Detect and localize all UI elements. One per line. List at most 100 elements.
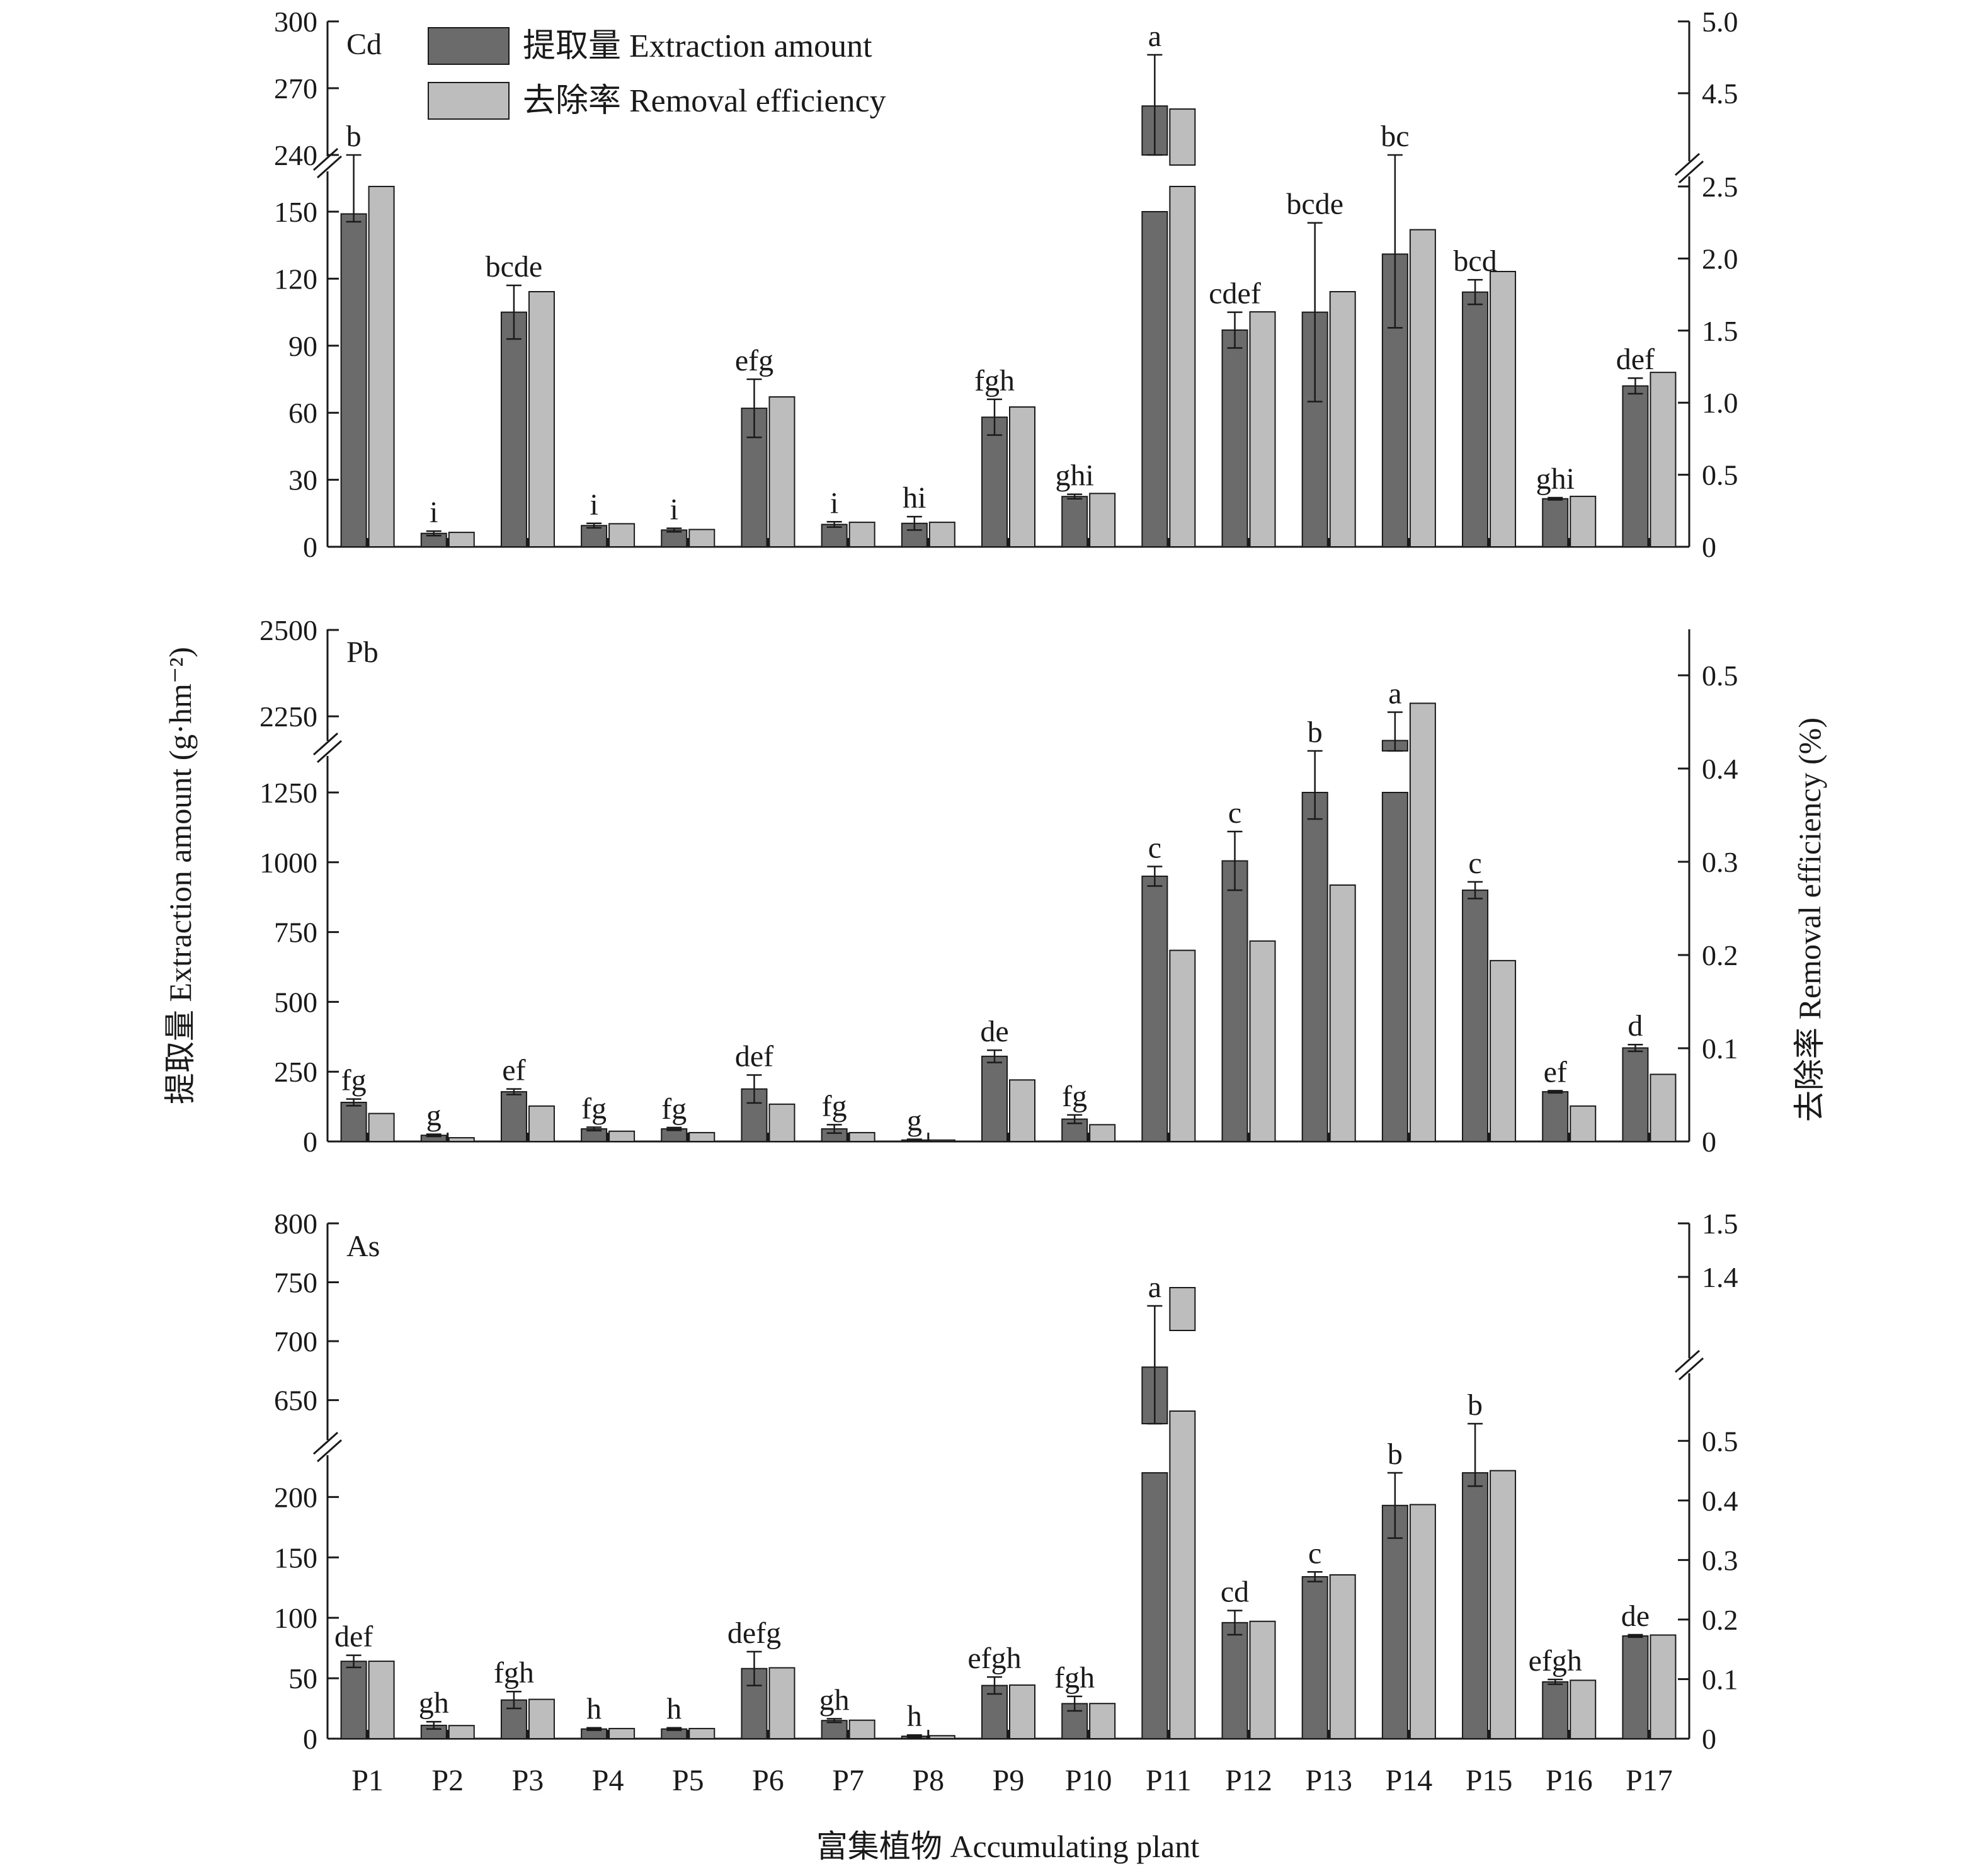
panel-as-removal-bar — [848, 1719, 875, 1740]
panel-pb-right-tick-label: 0.4 — [1702, 753, 1738, 785]
panel-cd-left-tick-label: 60 — [288, 397, 317, 429]
panel-pb-left-tick-label: 0 — [303, 1126, 317, 1158]
panel-as-extraction-bar — [1301, 1576, 1328, 1739]
panel-as-removal-bar — [768, 1667, 795, 1740]
panel-cd-left-tick-label: 90 — [288, 330, 317, 362]
panel-pb-extraction-bar — [1141, 875, 1168, 1142]
panel-as-significance-label: efgh — [1529, 1644, 1582, 1678]
panel-cd-extraction-bar — [500, 311, 527, 547]
panel-cd-significance-label: def — [1616, 343, 1655, 376]
panel-pb-right-tick-label: 0 — [1702, 1126, 1716, 1158]
panel-cd-significance-label: i — [670, 493, 678, 527]
panel-cd-removal-bar — [928, 522, 955, 548]
panel-as-right-tick-label: 1.4 — [1702, 1261, 1738, 1293]
category-label: P9 — [993, 1764, 1025, 1797]
panel-pb-removal-bar — [1249, 940, 1276, 1143]
panel-pb-left-tick-label: 1000 — [259, 847, 317, 879]
panel-pb-significance-label: ef — [502, 1054, 525, 1087]
panel-as-removal-bar — [1169, 1410, 1196, 1739]
panel-cd-right-tick-label: 2.5 — [1702, 171, 1738, 203]
panel-cd-removal-bar — [1570, 495, 1597, 547]
panel-as-significance-label: b — [1468, 1388, 1483, 1422]
panel-pb-removal-bar — [1490, 959, 1517, 1142]
category-label: P16 — [1546, 1764, 1593, 1797]
panel-cd-significance-label: cdef — [1209, 277, 1261, 311]
panel-as-left-tick-label: 200 — [274, 1481, 317, 1513]
panel-cd-removal-bar — [1169, 186, 1196, 547]
panel-as-significance-label: efgh — [967, 1642, 1021, 1675]
panel-pb-right-tick-label: 0.2 — [1702, 939, 1738, 971]
panel-as-extraction-bar — [1141, 1472, 1168, 1739]
category-label: P14 — [1386, 1764, 1433, 1797]
panel-pb-extraction-bar — [1381, 792, 1408, 1142]
category-label: P12 — [1225, 1764, 1272, 1797]
panel-cd-extraction-bar — [1381, 253, 1408, 547]
panel-cd-significance-label: bcde — [486, 250, 543, 283]
panel-pb-left-tick-label: 250 — [274, 1056, 317, 1088]
panel-cd-significance-label: b — [346, 120, 362, 153]
panel-cd-removal-bar — [1409, 229, 1436, 547]
panel-pb-right-tick-label: 0.5 — [1702, 660, 1738, 692]
panel-pb-significance-label: a — [1388, 677, 1401, 711]
panel-as-right-axis-break-stroke-a — [1674, 1349, 1701, 1373]
panel-pb-right-tick-label: 0.1 — [1702, 1032, 1738, 1065]
panel-cd-extraction-bar — [1622, 385, 1649, 548]
panel-cd-removal-bar — [848, 522, 875, 548]
panel-pb-significance-label: fg — [661, 1092, 687, 1126]
category-label: P15 — [1466, 1764, 1513, 1797]
panel-as-removal-bar — [528, 1698, 555, 1740]
panel-as-removal-bar — [1490, 1470, 1517, 1739]
panel-pb-significance-label: fg — [341, 1064, 367, 1097]
panel-as-right-tick-label: 0.3 — [1702, 1544, 1738, 1576]
panel-cd-significance-label: a — [1148, 20, 1161, 53]
panel-pb-significance-label: c — [1148, 831, 1161, 864]
panel-as-removal-bar — [928, 1735, 955, 1739]
panel-pb-extraction-bar — [500, 1091, 527, 1142]
panel-as-removal-bar — [688, 1727, 715, 1739]
category-label: P2 — [431, 1764, 464, 1797]
panel-pb-extraction-bar — [1221, 860, 1248, 1142]
panel-as-significance-label: h — [586, 1693, 601, 1726]
category-label: P5 — [672, 1764, 704, 1797]
panel-as-left-tick-label: 100 — [274, 1602, 317, 1634]
panel-as-removal-bar — [1249, 1620, 1276, 1739]
panel-pb-removal-bar — [928, 1139, 955, 1143]
panel-pb-significance-label: c — [1468, 847, 1481, 880]
panel-cd-right-axis-break-stroke-b — [1678, 160, 1704, 184]
panel-pb-left-axis-break-stroke-a — [312, 732, 339, 756]
panel-as-left-tick-label: 650 — [274, 1385, 317, 1417]
panel-cd-removal-bar — [768, 396, 795, 547]
panel-pb-significance-label: d — [1628, 1009, 1643, 1043]
panel-pb: Pb 0 250 500 750 1000 1250 2250 2500 0 0.1 0.2 0.3 0.… — [259, 614, 1738, 1158]
panel-cd-significance-label: ghi — [1056, 459, 1094, 493]
panel-cd-significance-label: i — [830, 486, 838, 520]
panel-cd-left-tick-label: 30 — [288, 464, 317, 496]
panel-as-significance-label: fgh — [1054, 1661, 1095, 1695]
panel-pb-significance-label: ef — [1544, 1055, 1567, 1089]
panel-pb-significance-label: g — [907, 1104, 922, 1137]
panel-pb-removal-bar — [688, 1131, 715, 1142]
panel-cd-left-tick-label: 300 — [274, 6, 317, 38]
panel-cd-extraction-bar — [581, 525, 608, 547]
panel-pb-extraction-bar — [340, 1101, 367, 1143]
panel-as-removal-bar — [1570, 1679, 1597, 1740]
category-label: P17 — [1626, 1764, 1673, 1797]
panel-as-significance-label: c — [1308, 1536, 1321, 1570]
panel-as-significance-label: gh — [819, 1683, 850, 1717]
panel-as-removal-bar — [368, 1661, 395, 1739]
panel-cd-right-tick-label: 1.5 — [1702, 315, 1738, 347]
panel-cd-significance-label: ghi — [1536, 462, 1575, 496]
category-label: P3 — [512, 1764, 544, 1797]
panel-as-left-axis-break-stroke-b — [316, 1439, 343, 1463]
panel-as: As 0 50 100 150 200 650 700 750 800 0 0.1 0.2 0.3 0.4 0… — [274, 1208, 1738, 1755]
panel-as-left-tick-label: 700 — [274, 1325, 317, 1358]
legend-swatch-extraction — [428, 27, 510, 65]
panel-pb-removal-bar — [1650, 1073, 1677, 1142]
panel-cd-significance-label: i — [430, 496, 438, 529]
panel-as-removal-bar — [448, 1725, 475, 1739]
panel-cd-removal-bar — [1490, 270, 1517, 547]
panel-cd-removal-bar — [688, 529, 715, 548]
panel-cd-removal-bar — [1329, 291, 1356, 547]
y2-axis-title: 去除率 Removal efficiency (%) — [1792, 718, 1827, 1122]
panel-pb-label: Pb — [346, 636, 379, 669]
